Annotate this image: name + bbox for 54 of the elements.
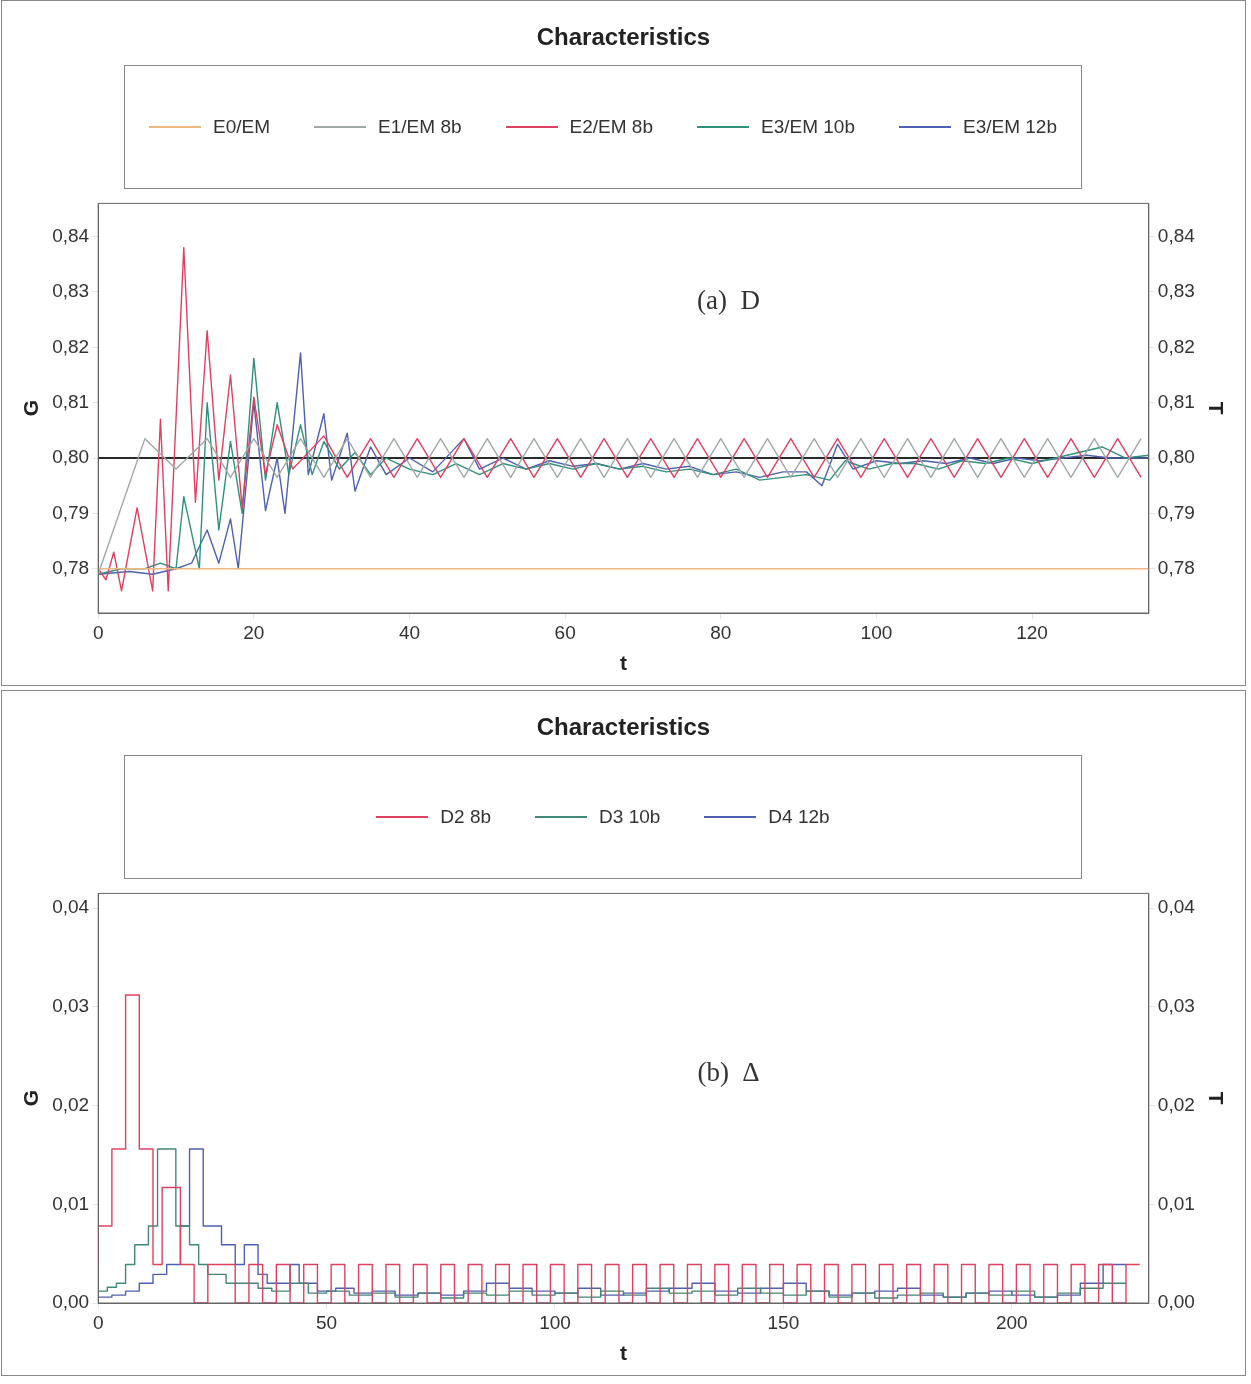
y2-axis-title: T [1204,401,1228,415]
y-tick-label: 0,80 [52,446,90,468]
y-tick-label: 0,83 [52,280,90,302]
y-tick-label: 0,78 [52,556,90,578]
y2-tick-label: 0,80 [1157,446,1195,468]
y-tick-label: 0,00 [52,1291,90,1313]
x-tick-label: 100 [539,1311,571,1333]
y2-tick-label: 0,00 [1157,1291,1195,1313]
x-tick-label: 0 [92,1311,104,1333]
chart-title: Characteristics [535,22,712,52]
y2-tick-label: 0,82 [1157,335,1195,357]
y-tick-label: 0,01 [52,1192,90,1214]
legend-label: E0/EM [213,116,271,138]
y2-axis-title: T [1204,1091,1228,1105]
x-tick-label: 150 [767,1311,800,1333]
legend-label: E1/EM 8b [378,116,462,138]
y2-tick-label: 0,78 [1157,556,1195,578]
legend-label: E3/EM 10b [760,116,855,138]
x-tick-label: 100 [860,621,893,643]
chart-title: Characteristics [535,712,712,742]
y2-tick-label: 0,02 [1157,1093,1195,1115]
y-tick-label: 0,04 [52,896,90,918]
x-tick-label: 60 [554,621,576,643]
y2-tick-label: 0,01 [1157,1192,1195,1214]
x-axis-title: t [620,651,627,675]
y-tick-label: 0,02 [52,1093,90,1115]
y-tick-label: 0,82 [52,335,90,357]
y2-tick-label: 0,84 [1157,224,1196,246]
y2-tick-label: 0,04 [1157,896,1196,918]
legend-label: E2/EM 8b [569,116,653,138]
legend-label: D3 10b [599,806,661,828]
y2-tick-label: 0,83 [1157,280,1195,302]
y-tick-label: 0,03 [52,995,90,1017]
x-tick-label: 0 [92,621,104,643]
x-tick-label: 40 [398,621,421,643]
x-tick-label: 200 [995,1311,1028,1333]
x-tick-label: 20 [243,621,265,643]
annotation: (b) Δ [697,1056,760,1087]
legend-label: D2 8b [440,806,492,828]
y2-tick-label: 0,03 [1157,995,1195,1017]
x-axis-title: t [620,1341,627,1365]
legend-label: E3/EM 12b [962,116,1057,138]
y-tick-label: 0,79 [52,501,90,523]
x-tick-label: 120 [1016,621,1048,643]
y2-tick-label: 0,81 [1157,390,1195,412]
y-axis-title: G [19,1090,43,1107]
legend-label: D4 12b [768,806,830,828]
y2-tick-label: 0,79 [1157,501,1195,523]
annotation: (a) D [697,284,761,315]
x-tick-label: 80 [710,621,732,643]
y-tick-label: 0,81 [52,390,90,412]
x-tick-label: 50 [316,1311,338,1333]
y-tick-label: 0,84 [52,224,90,246]
y-axis-title: G [19,400,43,417]
